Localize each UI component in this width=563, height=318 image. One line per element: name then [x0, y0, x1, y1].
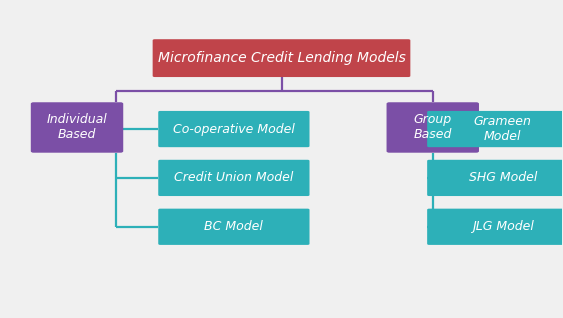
FancyBboxPatch shape	[153, 39, 410, 77]
Text: Individual
Based: Individual Based	[47, 114, 108, 142]
FancyBboxPatch shape	[427, 111, 563, 147]
Text: JLG Model: JLG Model	[472, 220, 534, 233]
FancyBboxPatch shape	[31, 102, 123, 153]
Text: BC Model: BC Model	[204, 220, 263, 233]
Text: Microfinance Credit Lending Models: Microfinance Credit Lending Models	[158, 51, 405, 65]
Text: Co-operative Model: Co-operative Model	[173, 122, 295, 135]
Text: SHG Model: SHG Model	[468, 171, 537, 184]
FancyBboxPatch shape	[387, 102, 479, 153]
FancyBboxPatch shape	[158, 160, 310, 196]
FancyBboxPatch shape	[427, 160, 563, 196]
FancyBboxPatch shape	[158, 209, 310, 245]
Text: Group
Based: Group Based	[414, 114, 452, 142]
Text: Grameen
Model: Grameen Model	[474, 115, 531, 143]
FancyBboxPatch shape	[158, 111, 310, 147]
Text: Credit Union Model: Credit Union Model	[174, 171, 293, 184]
FancyBboxPatch shape	[427, 209, 563, 245]
